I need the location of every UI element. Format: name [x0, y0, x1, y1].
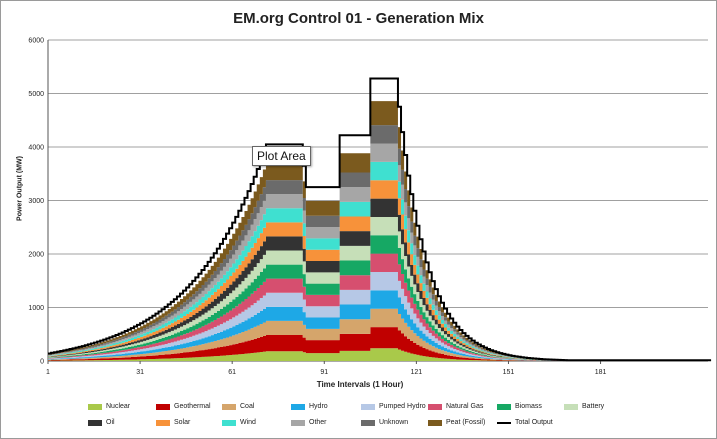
y-tick-label-6: 6000: [28, 38, 44, 45]
y-tick-label-3: 3000: [28, 198, 44, 205]
series-area-hydro: [48, 290, 712, 361]
series-area-nuclear: [48, 348, 712, 361]
chart-title: EM.org Control 01 - Generation Mix: [233, 10, 484, 27]
y-tick-label-1: 1000: [28, 305, 44, 312]
x-tick-label-3: 91: [320, 369, 328, 376]
y-tick-label-4: 4000: [28, 145, 44, 152]
x-tick-label-1: 31: [136, 369, 144, 376]
series-area-coal: [48, 308, 712, 361]
series-area-geothermal: [48, 327, 712, 361]
x-tick-label-4: 121: [411, 369, 423, 376]
x-tick-label-6: 181: [595, 369, 607, 376]
series-area-pumped-hydro: [48, 272, 712, 361]
y-tick-label-2: 2000: [28, 252, 44, 259]
y-tick-label-5: 5000: [28, 91, 44, 98]
x-tick-label-0: 1: [46, 369, 50, 376]
x-axis-label: Time Intervals (1 Hour): [316, 380, 404, 389]
y-tick-label-0: 0: [40, 359, 44, 366]
x-tick-label-2: 61: [228, 369, 236, 376]
x-tick-label-5: 151: [503, 369, 515, 376]
total-output-line: [48, 77, 712, 362]
plot-area-tooltip: Plot Area: [252, 146, 311, 166]
